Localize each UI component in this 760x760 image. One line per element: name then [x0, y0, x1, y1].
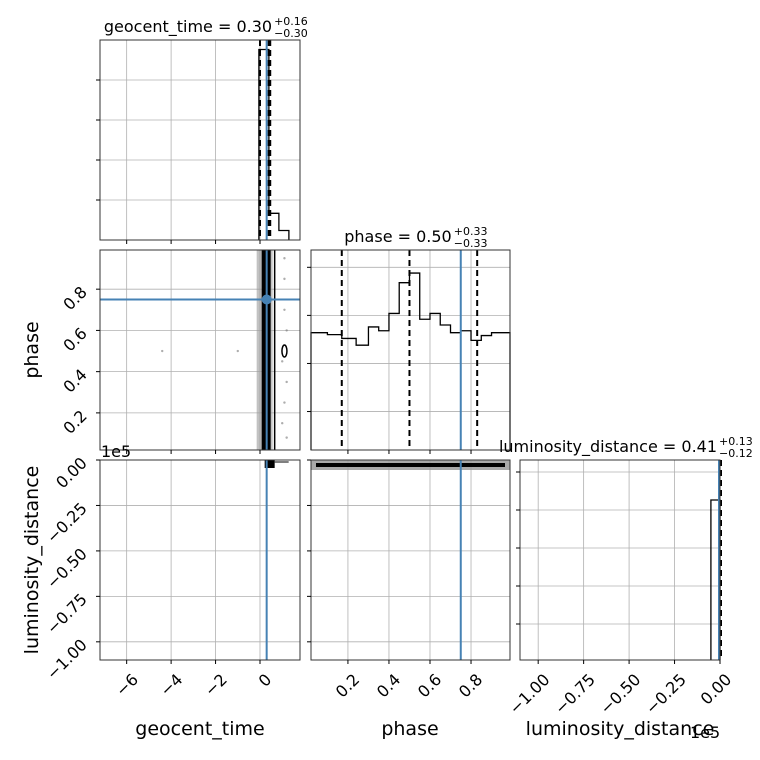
panel-lumdist-hist	[519, 459, 721, 661]
scatter-point-gp-10	[285, 436, 288, 439]
offset-label-phase-row: 1e5	[101, 442, 131, 461]
yticklabel-luminosity-distance-3: −0.25	[43, 499, 91, 547]
panel-geocent-lumdist	[99, 459, 301, 661]
xticklabel-phase-2: 0.6	[414, 670, 445, 701]
yticklabel-luminosity-distance-2: −0.50	[43, 544, 91, 592]
xticklabel-geocent-time-2: −2	[201, 670, 231, 700]
scatter-point-gp-8	[283, 401, 286, 404]
title-plus-geocent-time: +0.16	[274, 15, 308, 28]
yticklabel-phase-1: 0.4	[59, 365, 90, 396]
xticklabel-luminosity-distance-4: 0.00	[697, 670, 736, 709]
title-plus-luminosity-distance: +0.13	[719, 435, 753, 448]
title-minus-geocent-time: −0.30	[274, 27, 308, 40]
hist-phase	[310, 272, 511, 450]
offset-label-luminosity-distance: 1e5	[690, 723, 720, 742]
yticklabel-luminosity-distance-0: −1.00	[43, 635, 91, 683]
hist-geocent-time	[258, 48, 290, 240]
xticklabel-luminosity-distance-2: −0.50	[596, 670, 644, 718]
title-plus-phase: +0.33	[454, 225, 488, 238]
scatter-point-gp-4	[283, 308, 286, 311]
frames-layer	[99, 39, 721, 661]
yticklabel-phase-2: 0.6	[59, 324, 90, 355]
density-blob-gp	[281, 344, 288, 358]
xticklabel-luminosity-distance-0: −1.00	[505, 670, 553, 718]
xlabel-geocent-time: geocent_time	[135, 718, 264, 740]
panel-geocent-phase	[99, 249, 301, 451]
xticklabel-phase-3: 0.8	[455, 670, 486, 701]
scatter-point-gp-5	[285, 329, 288, 332]
xticklabel-phase-0: 0.2	[332, 670, 363, 701]
density-core-pl	[316, 463, 505, 467]
title-phase: phase = 0.50	[344, 227, 451, 246]
truth-point-gp	[261, 294, 272, 305]
panel-geocent-time-hist	[99, 39, 301, 241]
scatter-point-gp-1	[236, 349, 239, 353]
scatter-point-gp-2	[283, 257, 286, 260]
ticks-layer	[96, 79, 721, 664]
title-luminosity-distance: luminosity_distance = 0.41	[499, 437, 717, 457]
panel-phase-hist	[310, 249, 511, 451]
density-core-gl	[264, 460, 275, 468]
xlabel-luminosity-distance: luminosity_distance	[526, 718, 715, 740]
yticklabel-luminosity-distance-1: −0.75	[43, 590, 91, 638]
content-layer	[100, 40, 722, 660]
scatter-point-gp-6	[281, 360, 284, 363]
scatter-point-gp-9	[281, 421, 284, 425]
text-layer: −6 −4 −2 0 0.2 0.4 0.6 0.8 −1.00−0.75−0.50−0.25 0…	[21, 15, 753, 742]
panel-phase-lumdist	[310, 459, 511, 661]
xticklabel-geocent-time-0: −6	[112, 670, 142, 700]
xlabel-phase: phase	[381, 718, 438, 740]
yticklabel-luminosity-distance-4: 0.00	[52, 453, 91, 492]
xticklabel-phase-1: 0.4	[373, 670, 404, 701]
ylabel-luminosity-distance: luminosity_distance	[21, 466, 43, 655]
yticklabel-phase-3: 0.8	[59, 283, 90, 314]
scatter-point-gp-3	[283, 277, 286, 281]
xticklabel-luminosity-distance-1: −0.75	[551, 670, 599, 718]
ylabel-phase: phase	[21, 321, 43, 378]
title-geocent-time: geocent_time = 0.30	[104, 17, 272, 37]
yticklabel-phase-0: 0.2	[59, 406, 90, 437]
xticklabel-geocent-time-3: 0	[255, 670, 276, 691]
title-minus-phase: −0.33	[454, 237, 488, 250]
xticklabel-geocent-time-1: −4	[156, 670, 186, 700]
scatter-point-gp-7	[285, 380, 288, 384]
xticklabel-luminosity-distance-3: −0.25	[642, 670, 690, 718]
title-minus-luminosity-distance: −0.12	[719, 447, 753, 460]
scatter-point-gp-0	[161, 349, 164, 353]
